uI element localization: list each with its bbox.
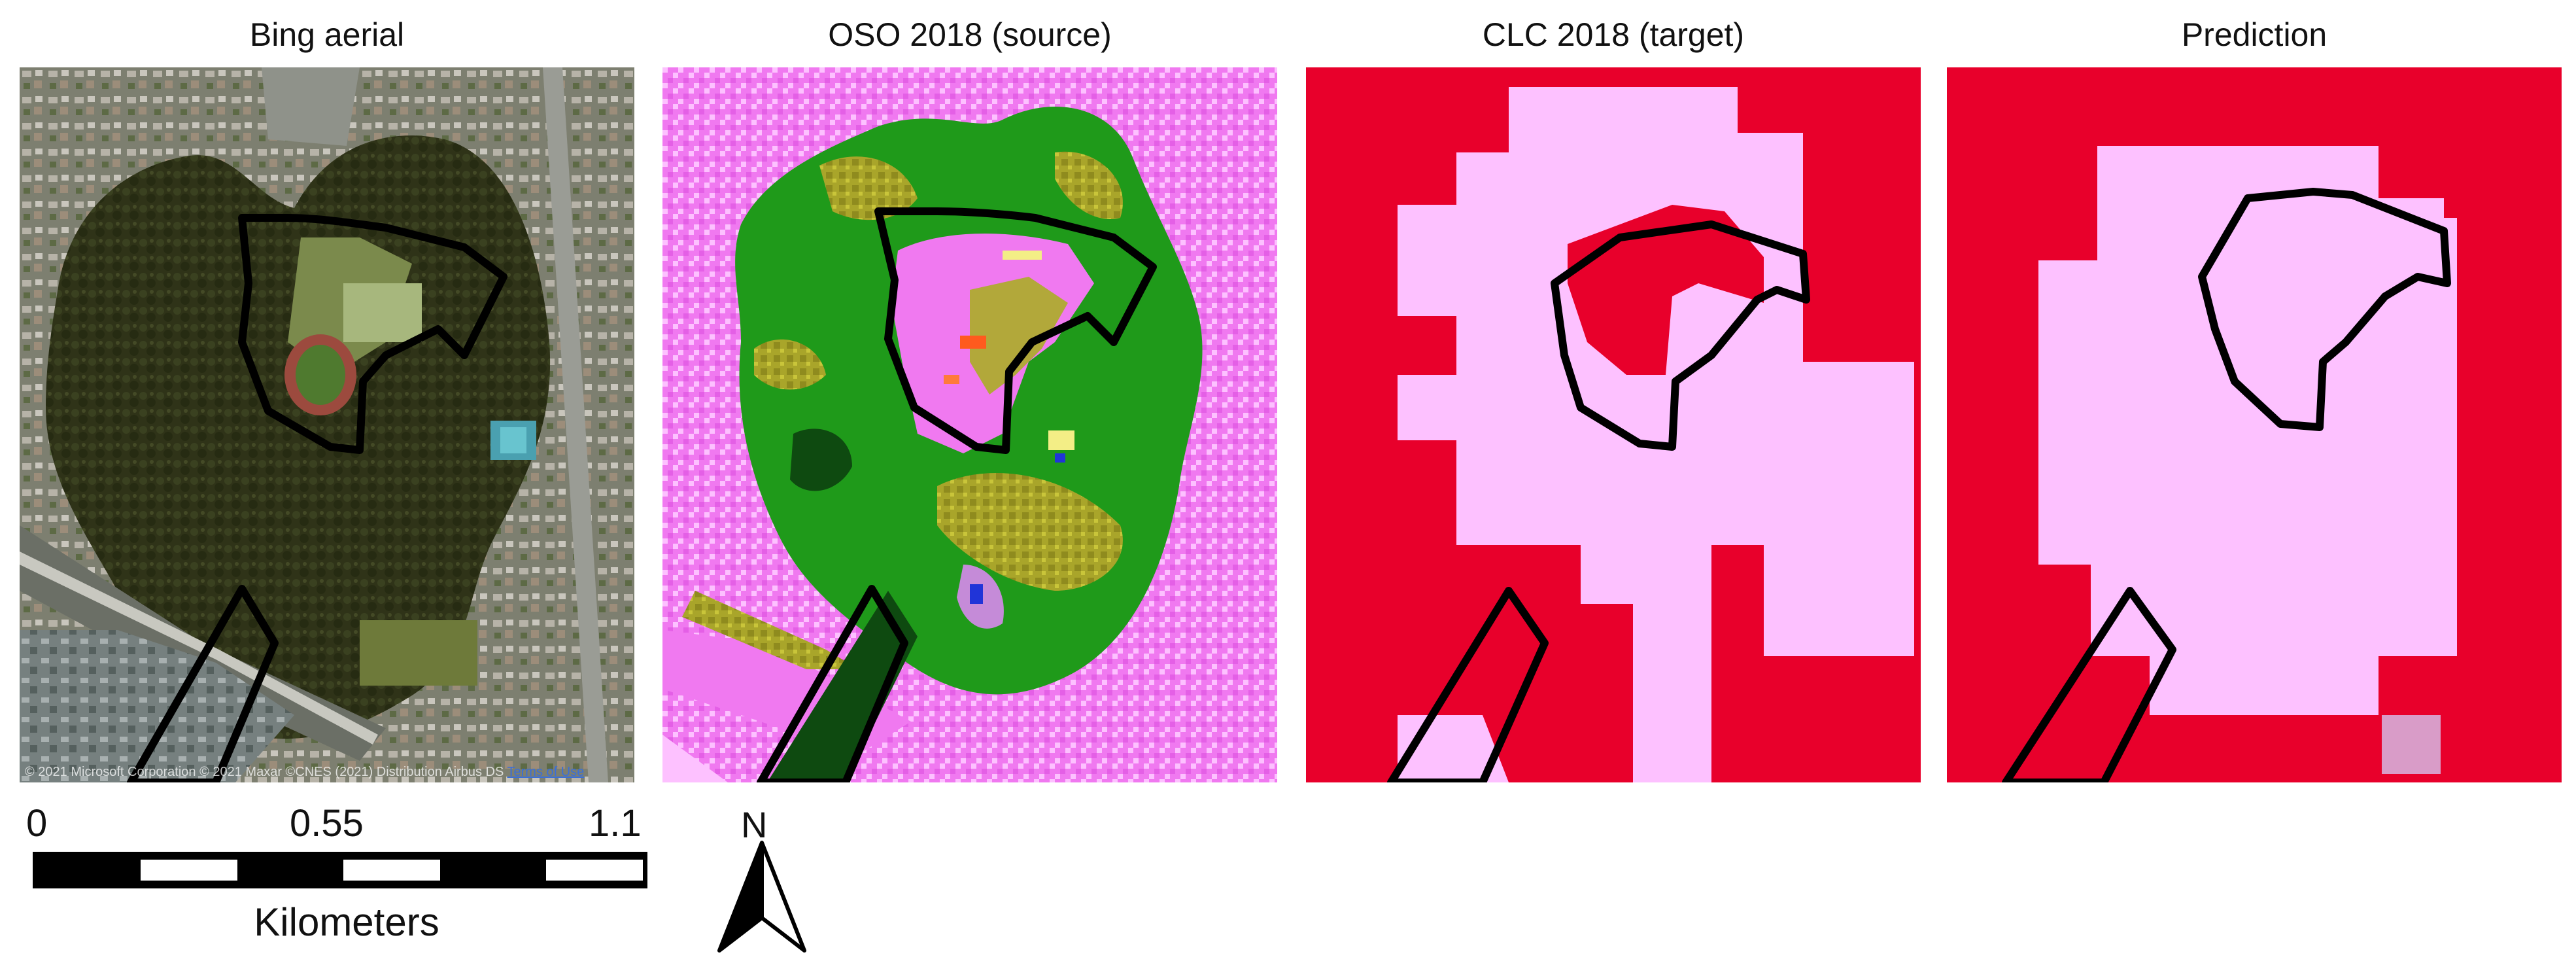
attribution-link[interactable]: Terms of Use [507,765,585,779]
scale-bar [33,852,647,888]
scale-unit-label: Kilometers [254,900,439,944]
attribution-text: © 2021 Microsoft Corporation © 2021 Maxa… [25,765,504,779]
panel-title-bing: Bing aerial [249,16,405,53]
north-arrow-label: N [741,804,768,845]
clc-2018-target-map [1306,67,1921,782]
map-attribution: © 2021 Microsoft Corporation © 2021 Maxa… [25,765,584,780]
panel-title-clc: CLC 2018 (target) [1482,16,1745,53]
panel-title-prediction: Prediction [2181,16,2327,53]
oso-2018-source-map [662,67,1277,782]
scale-tick-0: 0 [26,802,48,845]
bing-aerial-map: © 2021 Microsoft Corporation © 2021 Maxa… [20,67,634,782]
scale-tick-1-1: 1.1 [589,802,642,845]
north-arrow-icon [717,841,806,953]
panel-title-oso: OSO 2018 (source) [828,16,1112,53]
prediction-map [1947,67,2562,782]
scale-tick-0-55: 0.55 [290,802,364,845]
